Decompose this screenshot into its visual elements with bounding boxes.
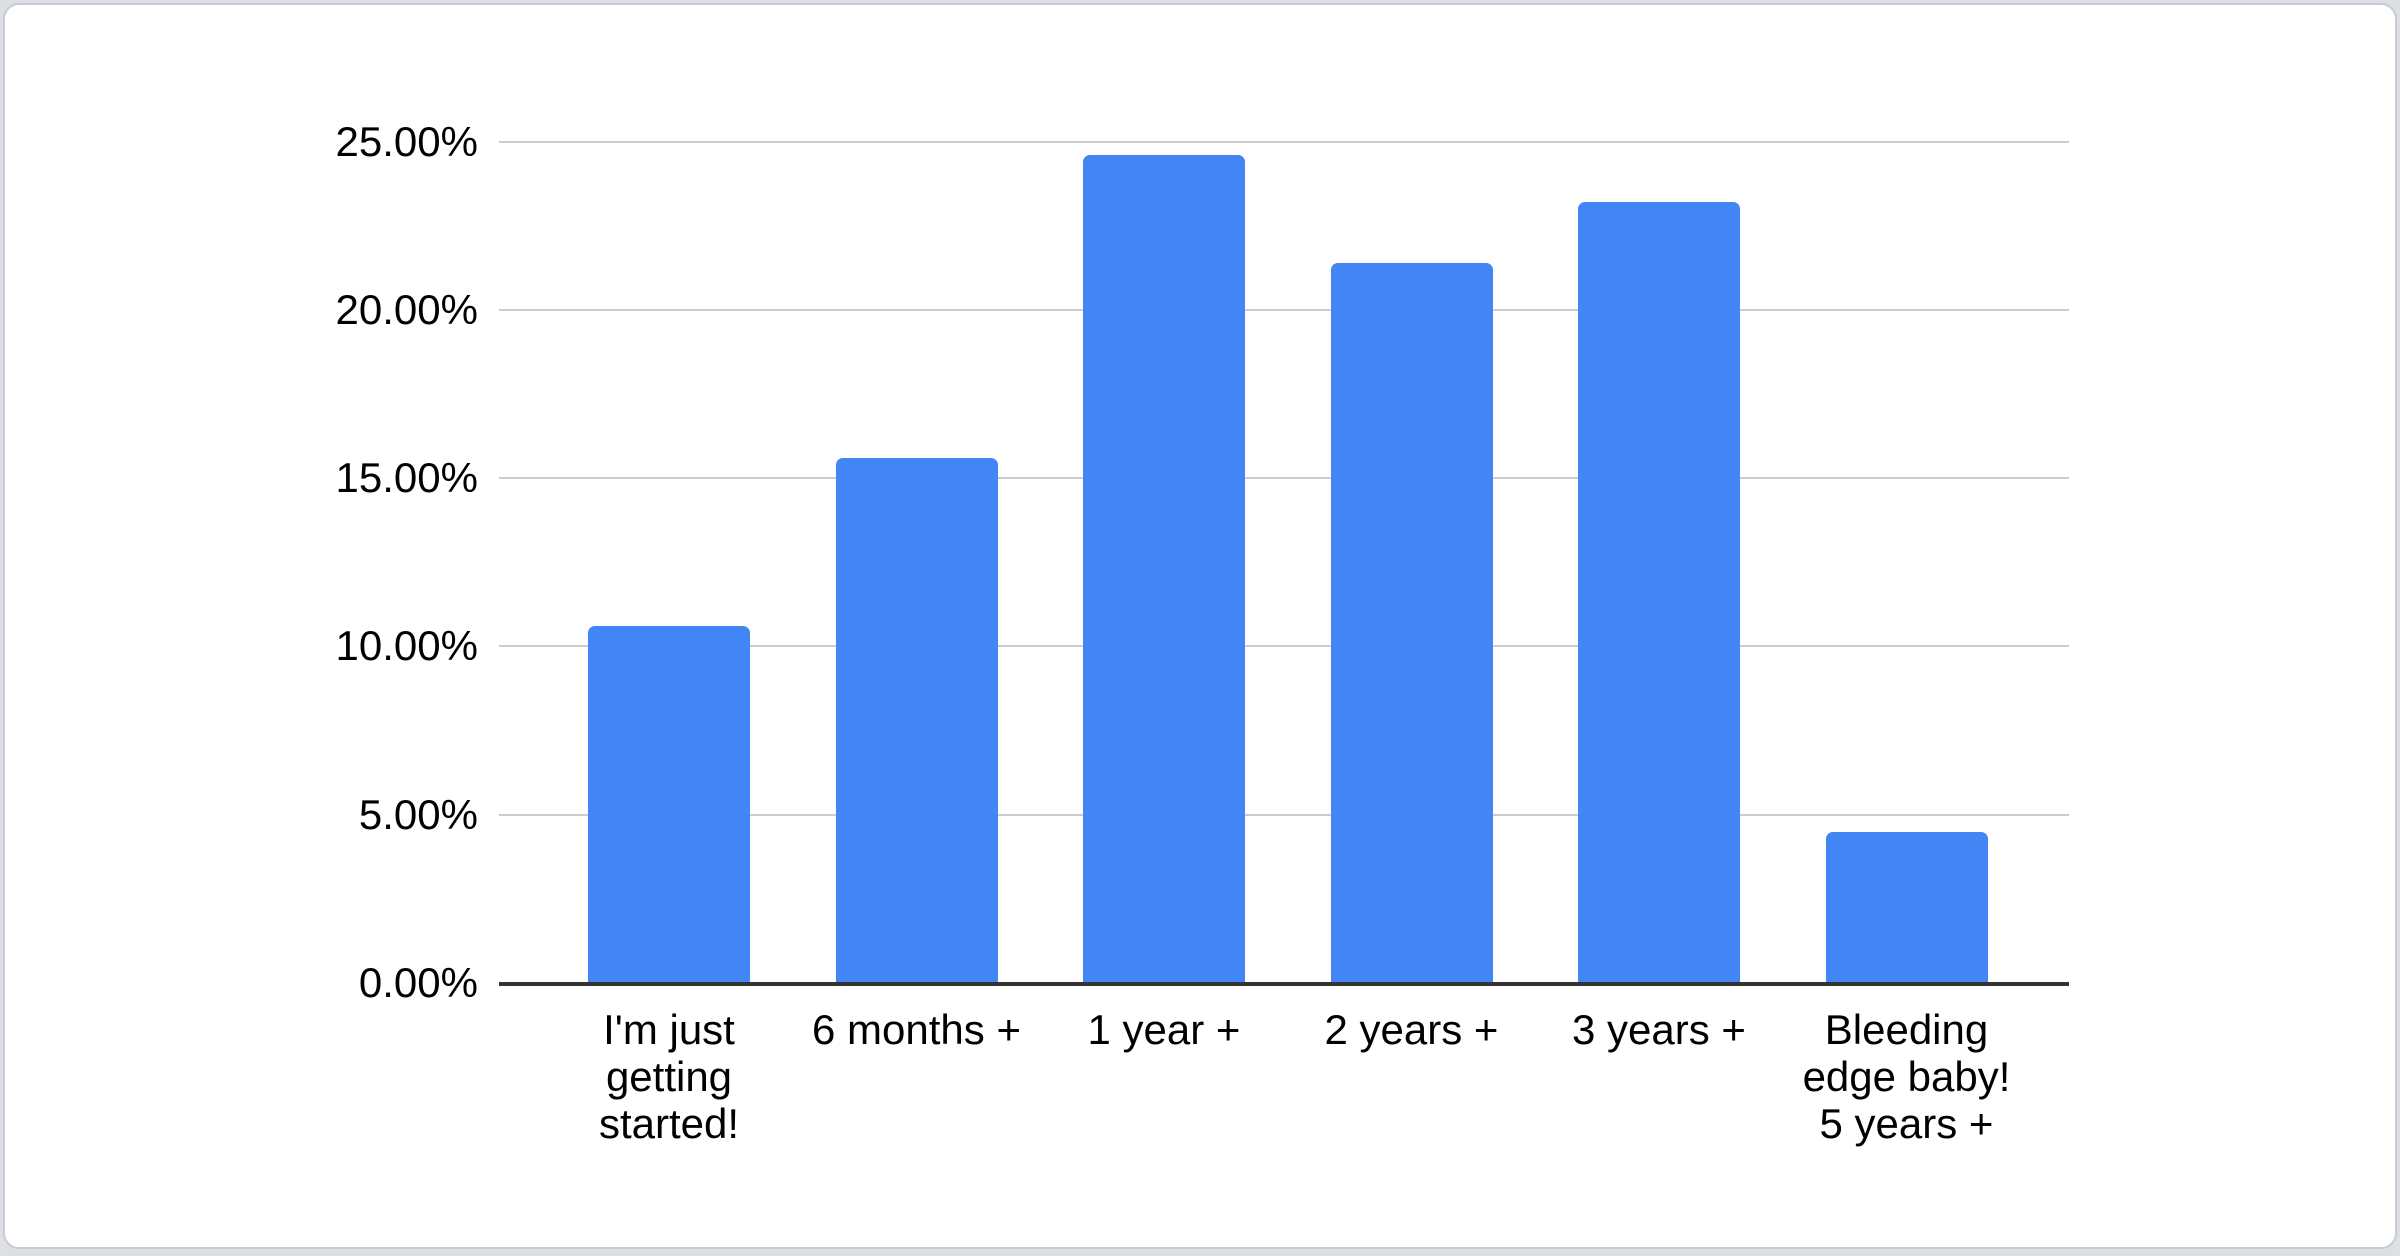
bar xyxy=(1825,831,1988,986)
x-axis-category-label: 3 years + xyxy=(1519,1006,1799,1053)
chart-card: 0.00% 5.00% 10.00% 15.00% 20.00% 25.00% I'm ju… xyxy=(3,3,2397,1249)
bar xyxy=(588,626,750,986)
bar-chart: 0.00% 5.00% 10.00% 15.00% 20.00% 25.00% I'm ju… xyxy=(5,5,2399,1251)
x-axis-category-label-line: 2 years + xyxy=(1324,1006,1499,1053)
x-axis-category-label-line: 1 year + xyxy=(1087,1006,1241,1053)
gridline xyxy=(499,140,2069,143)
x-axis-category-label: 2 years + xyxy=(1272,1006,1552,1053)
gridline xyxy=(499,308,2069,311)
x-axis-category-label-line: 3 years + xyxy=(1572,1006,1746,1053)
gridline xyxy=(499,645,2069,648)
y-axis-tick-label: 10.00% xyxy=(335,622,478,670)
bar xyxy=(1330,262,1493,986)
bar xyxy=(835,457,998,986)
gridline xyxy=(499,477,2069,480)
x-axis-category-label: 1 year + xyxy=(1024,1006,1304,1053)
x-axis-baseline xyxy=(499,982,2069,986)
x-axis-category-label-line: I'm just xyxy=(603,1006,735,1053)
y-axis-tick-label: 25.00% xyxy=(335,117,478,165)
bar xyxy=(1578,202,1740,986)
y-axis-tick-label: 0.00% xyxy=(358,959,478,1006)
y-axis-tick-label: 20.00% xyxy=(335,285,478,333)
x-axis-category-label-line: edge baby! xyxy=(1802,1053,2011,1100)
x-axis-category-label-line: Bleeding xyxy=(1824,1006,1989,1053)
bar xyxy=(1083,154,1245,986)
x-axis-category-label-line: started! xyxy=(598,1100,740,1147)
x-axis-category-label-line: 5 years + xyxy=(1819,1100,1994,1147)
x-axis-category-label: I'm just getting started! xyxy=(529,1006,809,1147)
y-axis-tick-label: 15.00% xyxy=(335,454,478,502)
x-axis-category-label: 6 months + xyxy=(777,1006,1057,1053)
x-axis-category-label: Bleeding edge baby! 5 years + xyxy=(1767,1006,2047,1147)
gridline xyxy=(499,813,2069,816)
y-axis-tick-label: 5.00% xyxy=(358,790,478,838)
x-axis-category-label-line: 6 months + xyxy=(812,1006,1021,1053)
x-axis-category-label-line: getting xyxy=(605,1053,733,1100)
